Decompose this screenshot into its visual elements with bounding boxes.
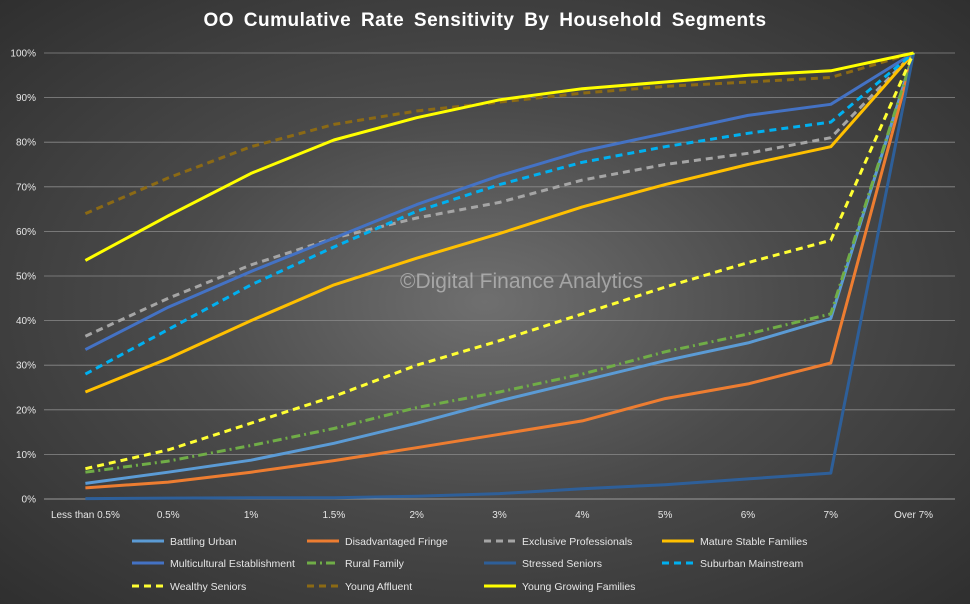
series-line-9 [84,51,915,215]
x-tick-label: 4% [575,510,590,521]
series-line-0 [85,52,916,485]
series-lines [84,51,916,501]
series-line-4 [84,51,915,351]
y-tick-label: 100% [10,49,36,60]
legend-label-4: Multicultural Establishment [170,558,295,570]
legend-label-1: Disadvantaged Fringe [345,536,448,548]
y-tick-label: 60% [16,227,36,238]
x-tick-label: 3% [492,510,507,521]
legend-label-0: Battling Urban [170,536,237,548]
legend-label-7: Suburban Mainstream [700,558,804,570]
legend-label-2: Exclusive Professionals [522,536,632,548]
gridlines [44,52,955,455]
series-line-10 [84,51,914,262]
chart-title: OO Cumulative Rate Sensitivity By Househ… [203,10,767,31]
x-tick-label: 0.5% [157,510,180,521]
series-line-2 [84,51,915,338]
legend-label-3: Mature Stable Families [700,536,807,548]
legend: Battling Urban Disadvantaged Fringe Exclus… [132,536,807,593]
legend-label-6: Stressed Seniors [522,558,602,570]
x-tick-label: 6% [741,510,756,521]
legend-label-8: Wealthy Seniors [170,581,246,593]
series-line-3 [84,52,915,394]
axes: 0% 10% 20% 30% 40% 50% 60% 70% 80% 90% 100% Less th… [10,49,955,521]
y-tick-label: 0% [22,495,37,506]
y-tick-label: 50% [16,272,36,283]
series-line-5 [85,52,916,474]
legend-label-10: Young Growing Families [522,581,635,593]
y-tick-label: 30% [16,361,36,372]
x-tick-label: 5% [658,510,673,521]
y-tick-label: 40% [16,316,36,327]
x-tick-label: Over 7% [894,510,933,521]
series-line-6 [85,52,916,501]
series-line-7 [84,51,915,376]
x-tick-label: 7% [824,510,839,521]
y-tick-label: 80% [16,138,36,149]
x-tick-label: 1.5% [322,510,345,521]
legend-label-5: Rural Family [345,558,405,570]
y-tick-label: 70% [16,182,36,193]
y-tick-label: 90% [16,93,36,104]
legend-label-9: Young Affluent [345,581,412,593]
x-tick-label: 2% [409,510,424,521]
watermark: ©Digital Finance Analytics [400,270,643,293]
y-tick-label: 10% [16,450,36,461]
x-tick-label: 1% [244,510,259,521]
series-line-1 [85,52,916,490]
x-tick-label: Less than 0.5% [51,510,120,521]
series-line-8 [85,52,915,471]
y-tick-label: 20% [16,405,36,416]
